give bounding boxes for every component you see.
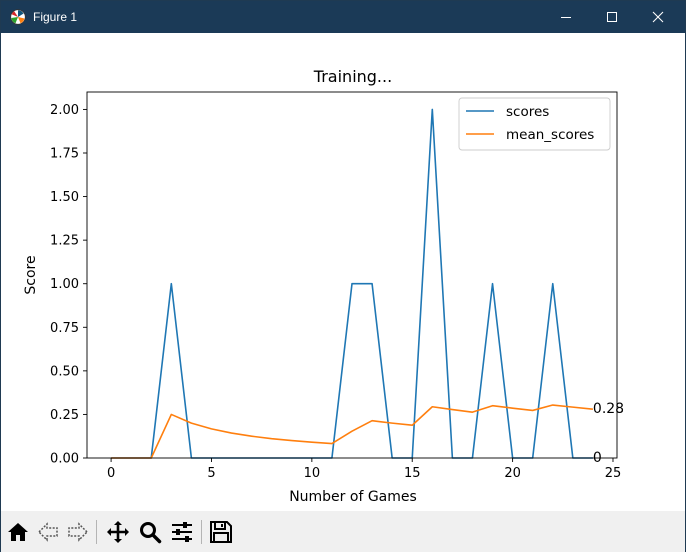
back-button[interactable] [35,519,61,545]
legend-label-scores: scores [506,104,549,120]
value-annotation: 0.28 [593,401,624,417]
save-button[interactable] [208,519,234,545]
y-tick-label: 1.50 [50,190,79,205]
maximize-button[interactable] [589,1,635,33]
toolbar-separator [96,520,97,544]
x-tick-label: 20 [504,466,521,481]
x-axis-label: Number of Games [289,489,417,505]
home-button[interactable] [5,519,31,545]
zoom-magnifier-icon [140,522,162,544]
forward-arrow-icon [68,522,89,542]
y-tick-label: 0.50 [50,364,79,379]
y-tick-label: 1.00 [50,277,79,292]
x-tick-label: 0 [107,466,115,481]
series-line-scores [111,108,593,459]
legend-box [458,97,611,151]
legend-label-mean-scores: mean_scores [506,127,594,143]
minimize-button[interactable] [543,1,589,33]
toolbar-separator [201,520,202,544]
y-tick-label: 1.25 [50,234,79,249]
zoom-button[interactable] [137,519,163,545]
x-tick-label: 10 [304,466,321,481]
y-axis-label: Score [23,255,39,294]
figure-canvas[interactable]: Training... 0 5 10 15 20 25 0.00 0.25 0.50 0.75 1.… [1,33,685,511]
title-bar[interactable]: Figure 1 [1,1,685,33]
close-button[interactable] [635,1,681,33]
y-tick-label: 0.75 [50,321,79,336]
y-tick-label: 0.25 [50,408,79,423]
y-tick-label: 2.00 [50,103,79,118]
series-line-mean-scores [111,404,593,459]
x-tick-label: 15 [404,466,421,481]
chart-legend: scores mean_scores [458,97,611,151]
y-tick-label: 0.00 [50,452,79,467]
x-tick-label: 5 [207,466,215,481]
pan-button[interactable] [105,519,131,545]
y-tick-label: 1.75 [50,147,79,162]
chart-title: Training... [313,67,392,86]
pan-move-icon [107,521,129,543]
back-arrow-icon [37,522,58,542]
minimize-icon [561,17,571,18]
save-floppy-icon [210,521,232,543]
home-icon [8,523,28,541]
maximize-icon [607,12,617,22]
axes-frame [86,91,618,459]
configure-subplots-icon [172,522,192,542]
close-icon [652,11,664,23]
x-tick-label: 25 [605,466,622,481]
forward-button[interactable] [65,519,91,545]
window-title: Figure 1 [33,10,78,24]
value-annotation: 0 [593,450,602,466]
matplotlib-icon [10,9,26,25]
configure-subplots-button[interactable] [169,519,195,545]
training-chart: Training... 0 5 10 15 20 25 0.00 0.25 0.50 0.75 1.… [23,67,624,505]
navigation-toolbar [1,511,685,552]
